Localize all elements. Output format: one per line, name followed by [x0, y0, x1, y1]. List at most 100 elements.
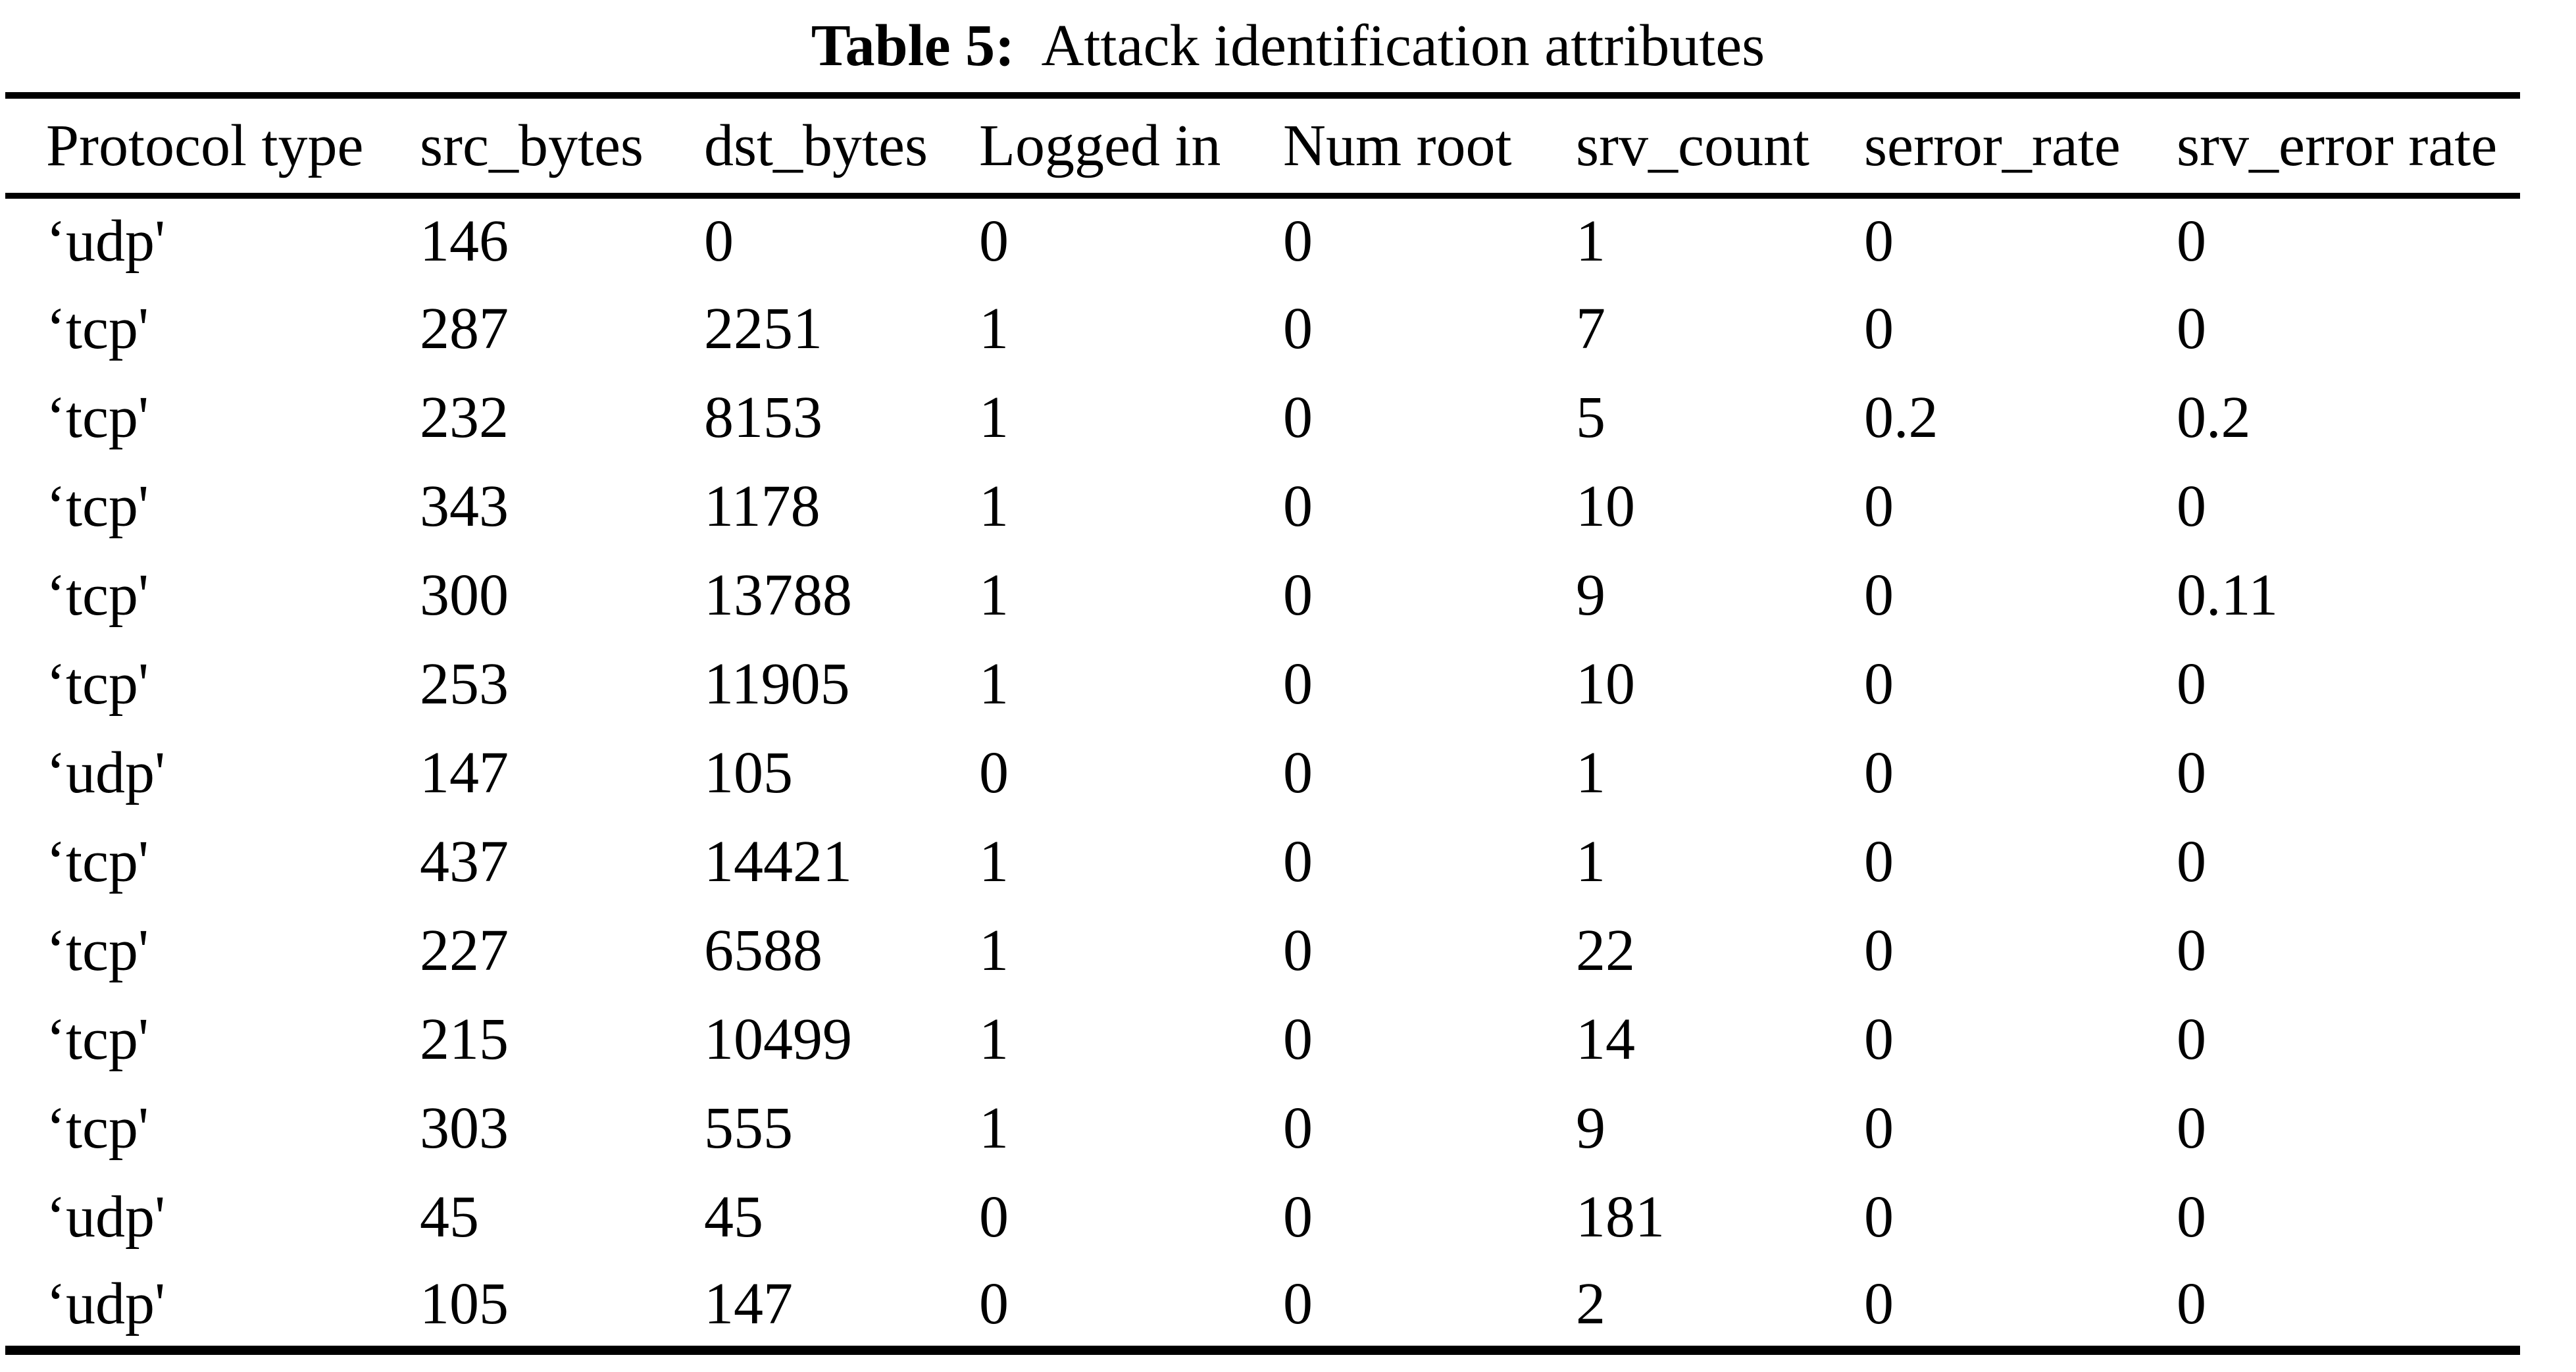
table-cell: ‘udp' [46, 740, 166, 805]
table-cell: 45 [420, 1184, 479, 1250]
table-cell: ‘udp' [46, 209, 166, 274]
table-cell: 0 [1864, 651, 1894, 717]
table-body: ‘udp' 146 0 0 0 1 0 0 ‘tcp' 287 2251 1 0… [5, 195, 2520, 1350]
table-cell: 1 [1576, 209, 1605, 274]
table-cell: 215 [420, 1007, 509, 1072]
table-cell: ‘tcp' [46, 918, 149, 983]
column-header-src-bytes: src_bytes [420, 113, 644, 178]
table-cell: 0 [2177, 1184, 2206, 1250]
table-cell: ‘udp' [46, 1271, 166, 1336]
table-cell: ‘tcp' [46, 651, 149, 717]
table-cell: 0 [1283, 740, 1313, 805]
table-cell: 8153 [704, 385, 822, 450]
table-cell: 0 [1283, 209, 1313, 274]
table-cell: 45 [704, 1184, 763, 1250]
table-row: ‘udp' 147 105 0 0 1 0 0 [5, 728, 2520, 817]
table-cell: ‘udp' [46, 1184, 166, 1250]
table-cell: ‘tcp' [46, 829, 149, 894]
table-row: ‘tcp' 437 14421 1 0 1 0 0 [5, 817, 2520, 906]
column-header-num-root: Num root [1283, 113, 1512, 178]
table-cell: 343 [420, 474, 509, 539]
table-cell: 0 [2177, 918, 2206, 983]
column-header-protocol-type: Protocol type [46, 113, 364, 178]
table-cell: 0 [1864, 740, 1894, 805]
table-cell: 0 [1283, 1271, 1313, 1336]
column-header-logged-in: Logged in [979, 113, 1221, 178]
table-cell: 147 [704, 1271, 793, 1336]
table-cell: ‘tcp' [46, 563, 149, 628]
table-cell: 0 [1283, 918, 1313, 983]
table-caption-label: Table 5: [811, 13, 1015, 78]
table-cell: 0.2 [1864, 385, 1938, 450]
table-cell: 0 [1283, 1184, 1313, 1250]
table-cell: 22 [1576, 918, 1635, 983]
table-cell: 0 [1283, 829, 1313, 894]
table-cell: 181 [1576, 1184, 1665, 1250]
table-cell: 1 [979, 918, 1009, 983]
table-row: ‘tcp' 303 555 1 0 9 0 0 [5, 1084, 2520, 1173]
table-cell: 11905 [704, 651, 850, 717]
table-cell: 0 [2177, 296, 2206, 361]
table-cell: 10 [1576, 651, 1635, 717]
table-cell: 0 [1864, 474, 1894, 539]
table-cell: 0 [2177, 1096, 2206, 1161]
table-cell: 14 [1576, 1007, 1635, 1072]
column-header-srv-error-rate: srv_error rate [2177, 113, 2498, 178]
table-cell: 0.11 [2177, 563, 2279, 628]
table-cell: 0 [1283, 474, 1313, 539]
table-cell: 0 [1864, 1184, 1894, 1250]
table-cell: 1 [979, 385, 1009, 450]
table-cell: 300 [420, 563, 509, 628]
table-row: ‘udp' 105 147 0 0 2 0 0 [5, 1261, 2520, 1350]
table-row: ‘tcp' 253 11905 1 0 10 0 0 [5, 640, 2520, 728]
table-cell: 0 [1283, 651, 1313, 717]
table-cell: 10499 [704, 1007, 852, 1072]
table-cell: ‘tcp' [46, 385, 149, 450]
table-cell: 1 [979, 296, 1009, 361]
table-cell: 0 [1283, 1007, 1313, 1072]
table-cell: 2 [1576, 1271, 1605, 1336]
table-caption-text: Attack identification attributes [1041, 13, 1765, 78]
table-cell: 0 [2177, 474, 2206, 539]
table-row: ‘tcp' 300 13788 1 0 9 0 0.11 [5, 551, 2520, 640]
table-cell: 1 [979, 474, 1009, 539]
table-cell: 147 [420, 740, 509, 805]
table-cell: 1 [979, 1096, 1009, 1161]
table-cell: 6588 [704, 918, 822, 983]
table-header-row: Protocol type src_bytes dst_bytes Logged… [5, 95, 2520, 195]
table-cell: 105 [420, 1271, 509, 1336]
table-cell: 437 [420, 829, 509, 894]
table-cell: 0 [2177, 1271, 2206, 1336]
table-cell: ‘tcp' [46, 296, 149, 361]
column-header-srv-count: srv_count [1576, 113, 1809, 178]
table-row: ‘udp' 146 0 0 0 1 0 0 [5, 195, 2520, 284]
table-row: ‘tcp' 215 10499 1 0 14 0 0 [5, 995, 2520, 1084]
table-cell: 0 [1864, 829, 1894, 894]
table-cell: ‘tcp' [46, 1007, 149, 1072]
table-cell: 0 [2177, 1007, 2206, 1072]
table-cell: 0 [979, 1184, 1009, 1250]
table-cell: 227 [420, 918, 509, 983]
column-header-serror-rate: serror_rate [1864, 113, 2121, 178]
table-cell: 9 [1576, 563, 1605, 628]
table-cell: 0 [2177, 209, 2206, 274]
table-caption: Table 5: Attack identification attribute… [0, 0, 2576, 91]
table-row: ‘tcp' 232 8153 1 0 5 0.2 0.2 [5, 373, 2520, 462]
table-cell: 1 [979, 829, 1009, 894]
table-cell: 105 [704, 740, 793, 805]
table-cell: 7 [1576, 296, 1605, 361]
table-cell: ‘tcp' [46, 474, 149, 539]
column-header-dst-bytes: dst_bytes [704, 113, 928, 178]
table-cell: 1178 [704, 474, 821, 539]
table-cell: 14421 [704, 829, 852, 894]
table-cell: 0 [704, 209, 734, 274]
table-cell: 0 [1864, 563, 1894, 628]
table-cell: 0 [1864, 1271, 1894, 1336]
table-cell: 1 [979, 651, 1009, 717]
table-cell: 1 [1576, 829, 1605, 894]
table-cell: 0 [1864, 1096, 1894, 1161]
table-cell: 0 [1283, 1096, 1313, 1161]
table-cell: 0 [1283, 385, 1313, 450]
table-cell: 1 [1576, 740, 1605, 805]
table-cell: 1 [979, 563, 1009, 628]
